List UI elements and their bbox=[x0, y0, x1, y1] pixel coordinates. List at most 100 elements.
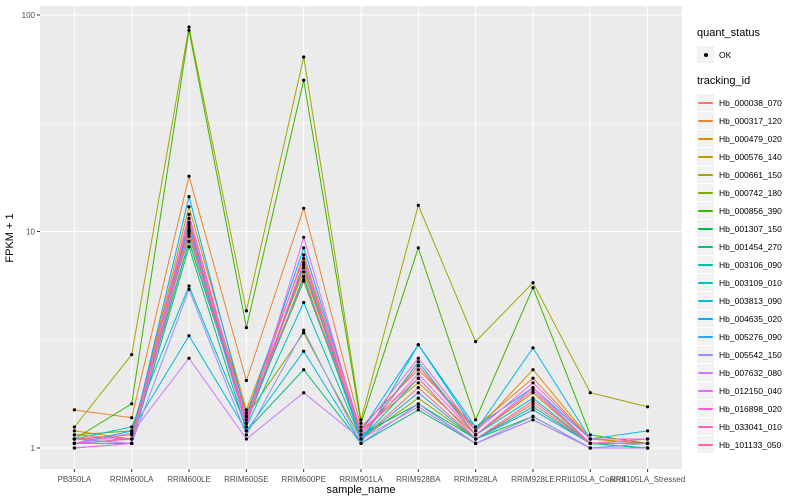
data-point[interactable] bbox=[187, 234, 191, 238]
data-point[interactable] bbox=[302, 253, 306, 257]
data-point[interactable] bbox=[187, 231, 191, 235]
data-point[interactable] bbox=[531, 281, 535, 285]
data-point[interactable] bbox=[474, 418, 478, 422]
legend-item-Hb_012150_040[interactable]: Hb_012150_040 bbox=[697, 382, 797, 399]
legend-item-Hb_000317_120[interactable]: Hb_000317_120 bbox=[697, 112, 797, 129]
legend-item-Hb_001454_270[interactable]: Hb_001454_270 bbox=[697, 238, 797, 255]
data-point[interactable] bbox=[531, 402, 535, 406]
data-point[interactable] bbox=[474, 429, 478, 433]
data-point[interactable] bbox=[302, 266, 306, 270]
data-point[interactable] bbox=[302, 246, 306, 250]
data-point[interactable] bbox=[359, 421, 363, 425]
legend-item-Hb_000038_070[interactable]: Hb_000038_070 bbox=[697, 94, 797, 111]
legend-item-Hb_007632_080[interactable]: Hb_007632_080 bbox=[697, 364, 797, 381]
data-point[interactable] bbox=[646, 405, 650, 409]
data-point[interactable] bbox=[72, 429, 76, 433]
data-point[interactable] bbox=[588, 441, 592, 445]
data-point[interactable] bbox=[130, 353, 134, 357]
data-point[interactable] bbox=[531, 418, 535, 422]
data-point[interactable] bbox=[416, 391, 420, 395]
legend-item-Hb_000576_140[interactable]: Hb_000576_140 bbox=[697, 148, 797, 165]
data-point[interactable] bbox=[302, 206, 306, 210]
legend-item-Hb_000742_180[interactable]: Hb_000742_180 bbox=[697, 184, 797, 201]
data-point[interactable] bbox=[187, 334, 191, 338]
data-point[interactable] bbox=[244, 418, 248, 422]
data-point[interactable] bbox=[72, 433, 76, 437]
legend-item-quant-ok[interactable]: OK bbox=[697, 46, 797, 63]
data-point[interactable] bbox=[187, 239, 191, 243]
data-point[interactable] bbox=[416, 405, 420, 409]
data-point[interactable] bbox=[531, 286, 535, 290]
data-point[interactable] bbox=[416, 402, 420, 406]
legend-item-Hb_003106_090[interactable]: Hb_003106_090 bbox=[697, 256, 797, 273]
data-point[interactable] bbox=[187, 287, 191, 291]
data-point[interactable] bbox=[416, 360, 420, 364]
legend-item-Hb_001307_150[interactable]: Hb_001307_150 bbox=[697, 220, 797, 237]
legend-item-Hb_000661_150[interactable]: Hb_000661_150 bbox=[697, 166, 797, 183]
data-point[interactable] bbox=[187, 222, 191, 226]
data-point[interactable] bbox=[646, 437, 650, 441]
data-point[interactable] bbox=[244, 378, 248, 383]
data-point[interactable] bbox=[416, 364, 420, 368]
data-point[interactable] bbox=[474, 437, 478, 441]
data-point[interactable] bbox=[531, 388, 535, 392]
data-point[interactable] bbox=[72, 446, 76, 450]
data-point[interactable] bbox=[416, 343, 420, 347]
data-point[interactable] bbox=[302, 368, 306, 372]
data-point[interactable] bbox=[244, 408, 248, 412]
data-point[interactable] bbox=[302, 256, 306, 261]
data-point[interactable] bbox=[302, 300, 306, 305]
legend-item-Hb_003813_090[interactable]: Hb_003813_090 bbox=[697, 292, 797, 309]
data-point[interactable] bbox=[531, 405, 535, 409]
data-point[interactable] bbox=[302, 235, 306, 239]
data-point[interactable] bbox=[531, 368, 535, 372]
data-point[interactable] bbox=[531, 346, 535, 350]
data-point[interactable] bbox=[588, 391, 592, 395]
data-point[interactable] bbox=[187, 284, 191, 288]
data-point[interactable] bbox=[359, 433, 363, 437]
data-point[interactable] bbox=[187, 25, 191, 29]
data-point[interactable] bbox=[302, 331, 306, 335]
data-point[interactable] bbox=[359, 441, 363, 445]
data-point[interactable] bbox=[588, 437, 592, 441]
data-point[interactable] bbox=[244, 414, 248, 418]
data-point[interactable] bbox=[72, 425, 76, 429]
data-point[interactable] bbox=[72, 408, 76, 412]
legend-item-Hb_003109_010[interactable]: Hb_003109_010 bbox=[697, 274, 797, 291]
data-point[interactable] bbox=[130, 437, 134, 441]
data-point[interactable] bbox=[187, 356, 191, 360]
data-point[interactable] bbox=[244, 326, 248, 330]
data-point[interactable] bbox=[244, 309, 248, 313]
data-point[interactable] bbox=[359, 429, 363, 433]
data-point[interactable] bbox=[187, 225, 191, 229]
data-point[interactable] bbox=[531, 396, 535, 400]
data-point[interactable] bbox=[187, 212, 191, 216]
data-point[interactable] bbox=[359, 437, 363, 441]
data-point[interactable] bbox=[531, 381, 535, 385]
data-point[interactable] bbox=[302, 263, 306, 267]
data-point[interactable] bbox=[72, 441, 76, 445]
data-point[interactable] bbox=[244, 429, 248, 433]
data-point[interactable] bbox=[244, 425, 248, 429]
data-point[interactable] bbox=[72, 437, 76, 441]
data-point[interactable] bbox=[531, 376, 535, 380]
data-point[interactable] bbox=[302, 277, 306, 282]
legend-item-Hb_004635_020[interactable]: Hb_004635_020 bbox=[697, 310, 797, 327]
legend-item-Hb_000856_390[interactable]: Hb_000856_390 bbox=[697, 202, 797, 219]
data-point[interactable] bbox=[416, 376, 420, 380]
data-point[interactable] bbox=[416, 372, 420, 376]
data-point[interactable] bbox=[244, 433, 248, 437]
data-point[interactable] bbox=[646, 429, 650, 433]
data-point[interactable] bbox=[359, 418, 363, 422]
data-point[interactable] bbox=[302, 391, 306, 395]
legend-item-Hb_005542_150[interactable]: Hb_005542_150 bbox=[697, 346, 797, 363]
data-point[interactable] bbox=[187, 216, 191, 220]
legend-item-Hb_101133_050[interactable]: Hb_101133_050 bbox=[697, 436, 797, 453]
data-point[interactable] bbox=[302, 78, 306, 82]
data-point[interactable] bbox=[416, 396, 420, 400]
data-point[interactable] bbox=[474, 433, 478, 437]
data-point[interactable] bbox=[302, 328, 306, 332]
data-point[interactable] bbox=[531, 414, 535, 418]
data-point[interactable] bbox=[474, 441, 478, 445]
data-point[interactable] bbox=[531, 386, 535, 390]
